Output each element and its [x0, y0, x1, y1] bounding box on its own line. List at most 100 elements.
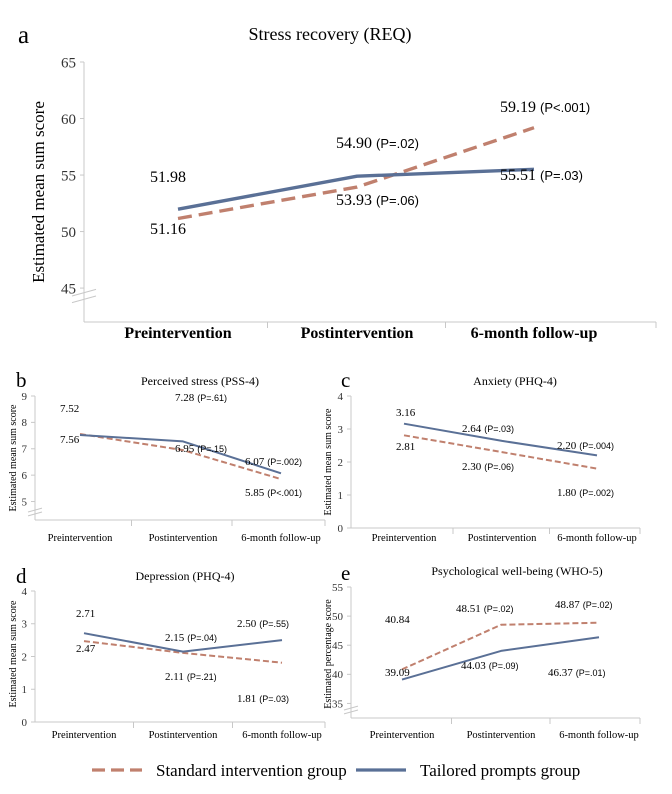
y-tick-label: 50: [332, 611, 344, 623]
p-value: (P<.001): [540, 100, 590, 115]
chart-title: Depression (PHQ-4): [136, 569, 235, 583]
data-label-tailored: 7.52: [60, 403, 79, 415]
data-value: 48.51: [456, 603, 481, 615]
axis-break-mark: [71, 295, 97, 304]
p-value: (P=.004): [579, 441, 614, 451]
axis-break: [71, 288, 97, 304]
p-value: (P=.002): [579, 488, 614, 498]
y-tick-label: 50: [61, 225, 76, 241]
data-value: 7.28: [175, 392, 195, 404]
p-value: (P=.02): [484, 604, 514, 614]
data-value: 51.98: [150, 169, 186, 186]
data-label-standard: 48.51 (P=.02): [456, 603, 514, 615]
y-tick-label: 45: [61, 281, 76, 297]
data-value: 2.50: [237, 618, 257, 630]
data-value: 59.19: [500, 99, 536, 116]
chart-title: Psychological well-being (WHO-5): [431, 564, 602, 578]
y-tick-label: 1: [338, 490, 344, 502]
y-axis-label: Estimated mean sum score: [8, 600, 19, 707]
p-value: (P=.01): [576, 668, 606, 678]
axis-break-mark: [27, 511, 43, 517]
data-label-standard: 2.30 (P=.06): [462, 461, 514, 473]
data-label-tailored: 2.15 (P=.04): [165, 632, 217, 644]
data-value: 2.47: [76, 643, 96, 655]
y-axis-label: Estimated mean sum score: [8, 404, 19, 511]
data-value: 55.51: [500, 167, 536, 184]
x-tick-label: 6-month follow-up: [242, 730, 322, 741]
data-value: 48.87: [555, 599, 580, 611]
panel-d: d Depression (PHQ-4) Estimated mean sum sc…: [8, 564, 326, 741]
data-value: 7.52: [60, 403, 79, 415]
x-tick-label: Postintervention: [149, 533, 219, 544]
y-tick-label: 55: [332, 582, 344, 594]
data-label-standard: 7.56: [60, 434, 80, 446]
x-tick-label: 6-month follow-up: [559, 730, 639, 741]
data-label-tailored: 7.28 (P=.61): [175, 392, 227, 404]
data-value: 6.07: [245, 456, 265, 468]
panel-letter: c: [341, 368, 350, 392]
series-line-tailored: [83, 632, 283, 653]
axis-break: [27, 507, 43, 517]
series-line-standard: [83, 640, 283, 664]
data-value: 6.95: [175, 443, 195, 455]
axis-break: [343, 705, 359, 715]
y-tick-label: 8: [22, 417, 28, 429]
data-value: 3.16: [396, 407, 416, 419]
panel-letter: d: [16, 564, 27, 588]
data-label-standard: 2.81: [396, 441, 415, 453]
y-axis-label: Estimated mean sum score: [323, 408, 334, 515]
chart-title: Stress recovery (REQ): [249, 24, 412, 45]
data-label-tailored: 55.51 (P=.03): [500, 167, 583, 184]
p-value: (P=.002): [267, 457, 302, 467]
series-line-standard: [403, 434, 598, 470]
y-tick-label: 40: [332, 669, 344, 681]
data-value: 1.80: [557, 487, 577, 499]
y-tick-label: 35: [332, 698, 344, 710]
data-value: 46.37: [548, 667, 573, 679]
data-value: 51.16: [150, 221, 186, 238]
y-tick-label: 5: [22, 496, 28, 508]
data-value: 2.15: [165, 632, 185, 644]
axis-break-mark: [343, 709, 359, 715]
data-label-standard: 1.80 (P=.002): [557, 487, 614, 499]
y-tick-label: 45: [332, 640, 344, 652]
y-tick-label: 0: [338, 523, 344, 535]
x-tick-label: 6-month follow-up: [241, 533, 321, 544]
p-value: (P=.03): [484, 424, 514, 434]
data-value: 7.56: [60, 434, 80, 446]
data-label-tailored: 2.50 (P=.55): [237, 618, 289, 630]
chart-title: Perceived stress (PSS-4): [141, 374, 259, 388]
y-tick-label: 9: [22, 391, 28, 403]
series-line-tailored: [401, 636, 600, 681]
data-value: 54.90: [336, 135, 372, 152]
series-line-tailored: [177, 167, 535, 211]
chart-title: Anxiety (PHQ-4): [473, 374, 557, 388]
y-axis-label: Estimated percentage score: [323, 599, 334, 709]
p-value: (P=.55): [259, 619, 289, 629]
series-line-tailored: [79, 434, 282, 475]
data-label-tailored: 3.16: [396, 407, 416, 419]
data-label-tailored: 46.37 (P=.01): [548, 667, 606, 679]
data-value: 2.30: [462, 461, 482, 473]
p-value: (P=.03): [259, 694, 289, 704]
data-label-standard: 40.84: [385, 614, 410, 626]
data-label-tailored: 51.98: [150, 169, 186, 186]
data-value: 39.09: [385, 667, 410, 679]
data-value: 2.20: [557, 440, 577, 452]
p-value: (P=.06): [376, 193, 419, 208]
y-tick-label: 6: [22, 470, 28, 482]
data-label-standard: 1.81 (P=.03): [237, 693, 289, 705]
panel-letter: a: [18, 22, 29, 49]
axis-break-mark: [343, 705, 359, 711]
series-line-standard: [401, 621, 600, 671]
data-label-tailored: 2.20 (P=.004): [557, 440, 614, 452]
y-tick-label: 2: [338, 457, 344, 469]
data-label-standard: 51.16: [150, 221, 186, 238]
panel-letter: e: [341, 561, 350, 585]
data-label-standard: 2.11 (P=.21): [165, 671, 217, 683]
y-tick-label: 65: [61, 55, 76, 71]
p-value: (P=.21): [187, 672, 217, 682]
panel-c: c Anxiety (PHQ-4) Estimated mean sum score…: [323, 368, 641, 544]
panel-e: e Psychological well-being (WHO-5) Estimat…: [323, 561, 641, 741]
